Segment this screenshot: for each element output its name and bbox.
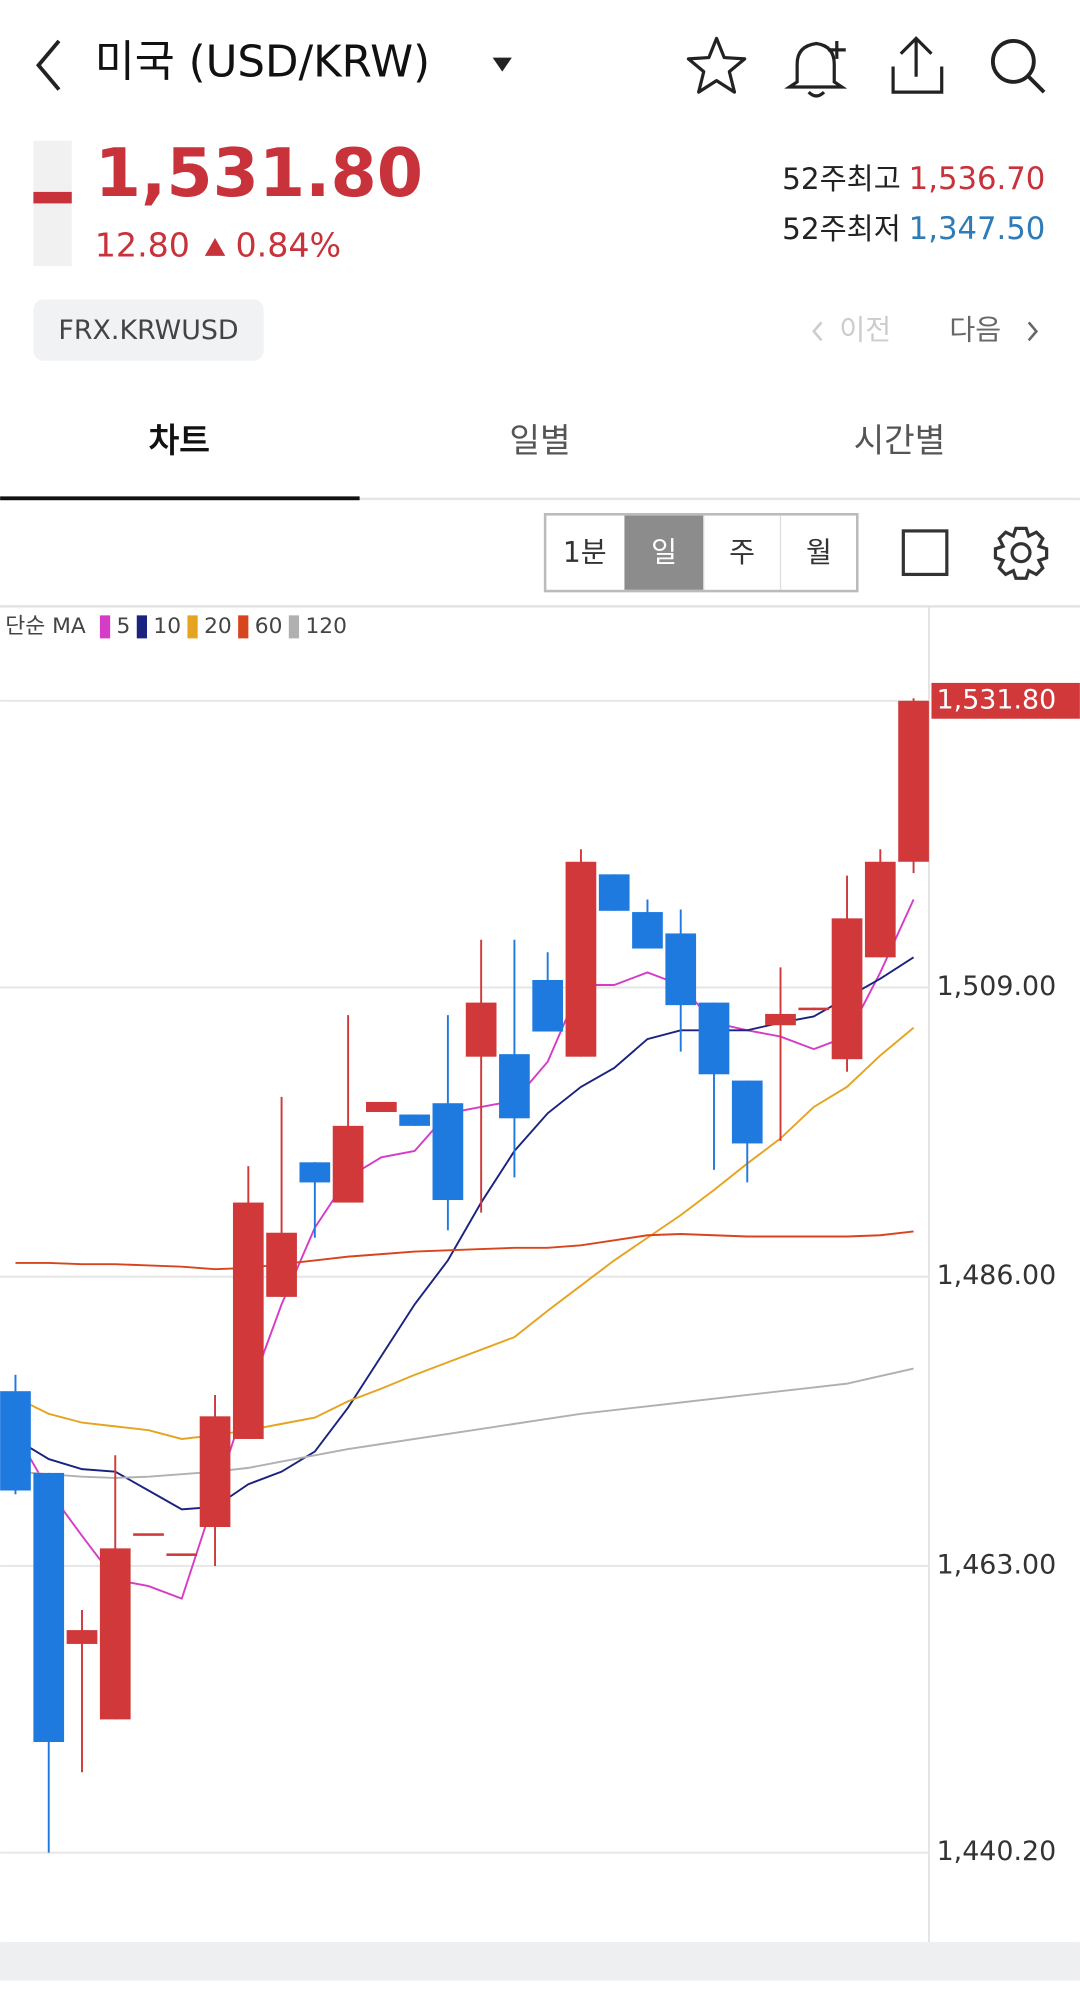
candle-body [831,918,863,1060]
candle-body [33,1472,65,1743]
candle-body [99,1548,131,1720]
ma-line [14,956,915,1511]
candle-body [133,1533,164,1536]
search-icon[interactable] [990,39,1046,94]
legend-swatch [187,615,198,639]
tab[interactable]: 시간별 [854,421,946,460]
legend-label: 10 [153,614,181,639]
candle-body [266,1232,297,1297]
title-dropdown[interactable] [492,57,512,72]
candle-body [199,1416,231,1527]
period-button[interactable]: 주 [729,536,755,569]
favorite-icon[interactable] [686,36,747,94]
candle-body [332,1125,364,1203]
candle-body [798,1007,830,1011]
y-tick-label: 1,440.20 [937,1836,1057,1867]
tab-divider [0,497,1080,501]
ma-line [15,1367,914,1479]
share-icon[interactable] [891,36,944,94]
up-arrow [204,237,226,256]
prev-button[interactable]: 이전 [839,313,891,346]
legend-label: 20 [204,614,232,639]
ma-line [14,899,915,1600]
candlestick-chart: 1,440.20 1,463.00 1,486.00 1,509.00 1,531.80… [0,614,1080,1867]
price-tag-label: 1,531.80 [937,684,1057,715]
candle-body [232,1202,264,1439]
legend-swatch [99,615,111,639]
y-tick-label: 1,509.00 [937,971,1057,1002]
candle-body [898,700,929,862]
settings-button[interactable] [993,526,1049,580]
y-tick-label: 1,486.00 [937,1260,1057,1291]
candle-body [499,1054,530,1119]
legend-swatch [288,615,300,639]
candle-body [765,1013,796,1026]
tab[interactable]: 차트 [149,421,210,460]
candle-body [731,1080,763,1144]
candle-body [565,861,597,1057]
change-gauge [33,140,72,267]
candle-body [66,1630,98,1644]
high-52w: 1,536.70 [909,162,1046,197]
next-button[interactable]: 다음 [949,313,1001,346]
period-selected [624,515,704,590]
ma-legend-title: 단순 MA [5,614,86,639]
candle-body [532,979,564,1032]
fullscreen-button[interactable] [901,529,949,577]
high-52w-label: 52주최고 [782,162,901,196]
alarm-icon[interactable] [784,40,848,98]
low-52w-label: 52주최저 [782,212,901,246]
low-52w: 1,347.50 [909,212,1046,247]
prev-arrow [812,321,823,342]
back-button[interactable] [35,39,61,91]
candle-body [465,1002,497,1057]
price-tag [931,682,1080,719]
candle-body [166,1553,198,1556]
chart-footer [0,1942,1080,1981]
title: 미국 (USD/KRW) [95,38,430,88]
change-gauge-mark [33,191,72,204]
candle-body [0,1391,31,1491]
code-chip [33,299,264,361]
period-button[interactable]: 일 [651,536,677,569]
change: 12.80 [95,225,190,264]
code: FRX.KRWUSD [58,315,238,346]
ma-line [15,1230,914,1271]
period-button[interactable]: 1분 [563,536,607,569]
legend-swatch [136,615,147,639]
legend-label: 120 [305,614,346,639]
candle-body [598,874,630,911]
candle-body [632,912,663,949]
candle-body [665,933,697,1006]
candle-body [399,1114,430,1126]
candle-body [366,1101,397,1113]
candle-body [299,1162,331,1183]
next-arrow [1027,321,1039,342]
legend-label: 60 [255,614,283,639]
change-pct: 0.84% [236,225,342,264]
candle-body [432,1103,464,1201]
price: 1,531.80 [95,134,423,212]
legend-label: 5 [117,614,131,639]
candle-body [864,861,896,958]
legend-swatch [238,615,249,639]
tab-indicator [0,496,360,501]
period-button[interactable]: 월 [806,536,832,569]
y-tick-label: 1,463.00 [937,1549,1057,1580]
tab[interactable]: 일별 [509,421,570,460]
ma-line [15,1027,915,1440]
candle-body [698,1002,730,1075]
